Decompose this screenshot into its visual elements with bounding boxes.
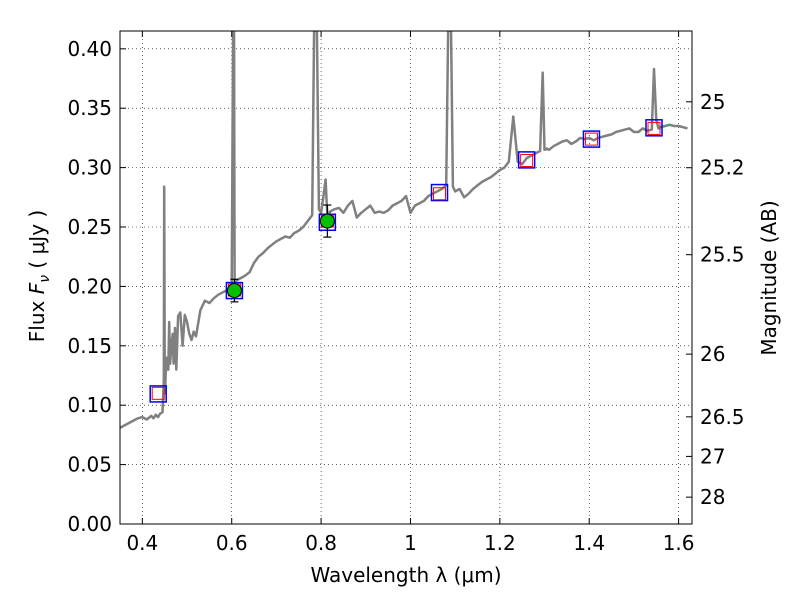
right-tick-label: 25.2 (700, 156, 745, 180)
right-tick-label: 25.5 (700, 243, 745, 267)
y-tick-label: 0.00 (67, 512, 112, 536)
x-tick-label: 1.4 (573, 531, 605, 555)
right-tick-label: 25 (700, 90, 725, 114)
x-tick-label: 1.2 (484, 531, 516, 555)
x-tick-label: 1.6 (663, 531, 695, 555)
y-tick-label: 0.20 (67, 274, 112, 298)
y-tick-label: 0.25 (67, 215, 112, 239)
y-tick-label: 0.05 (67, 453, 112, 477)
model-square (433, 187, 447, 201)
y-tick-label: 0.15 (67, 334, 112, 358)
x-tick-label: 0.8 (305, 531, 337, 555)
right-tick-label: 26 (700, 342, 725, 366)
y-axis-title: Flux Fν ( μJy ) (25, 210, 53, 342)
plot-content (120, 31, 688, 429)
y-tick-label: 0.35 (67, 96, 112, 120)
spectrum-line (120, 31, 688, 429)
axis-ticks: 0.4 0.6 0.8 1 1.2 1.4 1.6 0.00 0.05 0.10 0.15 0.20 0… (67, 31, 745, 555)
model-square (584, 132, 598, 146)
photometry-square (582, 130, 601, 148)
observed-point (226, 283, 242, 299)
observed-point (319, 213, 335, 229)
right-axis-title: Magnitude (AB) (757, 200, 781, 355)
photometry-square (645, 119, 663, 137)
photometry-square (517, 151, 536, 169)
x-tick-label: 1 (404, 531, 417, 555)
photometry-square (430, 183, 449, 202)
model-square (151, 386, 165, 400)
x-tick-label: 0.4 (126, 531, 158, 555)
right-tick-label: 26.5 (700, 405, 745, 429)
right-tick-label: 27 (700, 444, 725, 468)
x-axis-title: Wavelength λ (μm) (310, 563, 501, 587)
y-tick-label: 0.10 (67, 393, 112, 417)
y-tick-label: 0.40 (67, 37, 112, 61)
model-square (520, 153, 534, 167)
photometry-square (149, 385, 167, 403)
plot-frame (119, 30, 693, 525)
right-tick-label: 28 (700, 485, 725, 509)
x-tick-label: 0.6 (216, 531, 248, 555)
y-tick-label: 0.30 (67, 156, 112, 180)
plot-area (120, 31, 688, 429)
model-square (647, 121, 661, 135)
